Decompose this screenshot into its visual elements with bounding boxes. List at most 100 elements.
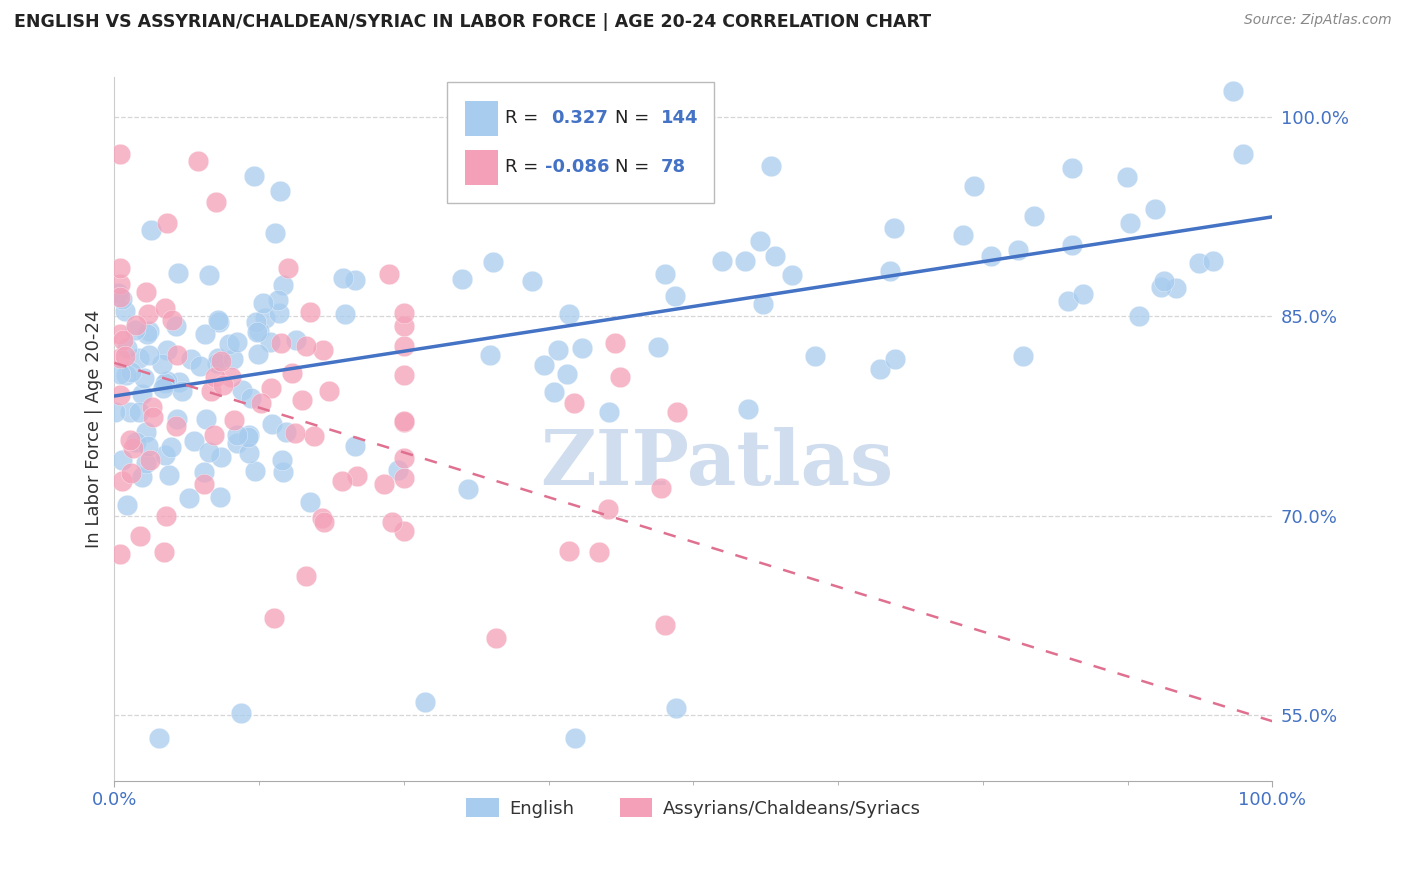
Point	[153, 301, 176, 315]
Point	[138, 324, 160, 338]
Point	[1071, 287, 1094, 301]
Point	[165, 319, 187, 334]
Point	[392, 319, 415, 334]
Point	[150, 357, 173, 371]
Point	[609, 370, 631, 384]
Point	[522, 274, 544, 288]
Point	[170, 384, 193, 399]
Point	[883, 351, 905, 366]
Point	[200, 384, 222, 398]
Point	[654, 267, 676, 281]
Point	[122, 441, 145, 455]
Point	[141, 223, 163, 237]
Point	[1149, 280, 1171, 294]
Point	[302, 429, 325, 443]
Point	[222, 352, 245, 367]
Point	[156, 343, 179, 357]
Point	[392, 368, 415, 383]
Legend: English, Assyrians/Chaldeans/Syriacs: English, Assyrians/Chaldeans/Syriacs	[458, 791, 928, 825]
Point	[284, 426, 307, 441]
Point	[156, 216, 179, 230]
Point	[879, 264, 901, 278]
Point	[153, 448, 176, 462]
Point	[598, 404, 620, 418]
Text: 144: 144	[661, 109, 699, 127]
Point	[148, 731, 170, 745]
Point	[1153, 274, 1175, 288]
Point	[120, 433, 142, 447]
Point	[1222, 84, 1244, 98]
Point	[262, 417, 284, 431]
Point	[564, 731, 586, 745]
Point	[263, 610, 285, 624]
FancyBboxPatch shape	[447, 82, 714, 202]
Point	[194, 327, 217, 342]
Point	[1166, 281, 1188, 295]
Point	[138, 439, 160, 453]
Point	[962, 179, 984, 194]
Point	[179, 491, 201, 505]
Point	[190, 359, 212, 373]
Point	[117, 498, 139, 512]
Point	[111, 474, 134, 488]
Point	[387, 463, 409, 477]
Point	[1202, 253, 1225, 268]
Point	[295, 569, 318, 583]
Point	[114, 304, 136, 318]
Point	[285, 333, 308, 347]
Text: -0.086: -0.086	[546, 158, 610, 176]
Point	[247, 324, 270, 338]
Point	[131, 387, 153, 401]
Point	[869, 361, 891, 376]
Point	[107, 286, 129, 301]
Point	[142, 410, 165, 425]
Point	[558, 544, 581, 558]
Text: 78: 78	[661, 158, 686, 176]
Point	[274, 425, 297, 439]
Point	[114, 349, 136, 363]
Text: R =: R =	[505, 158, 538, 176]
Point	[318, 384, 340, 398]
Point	[224, 413, 246, 427]
Point	[242, 169, 264, 183]
Point	[333, 307, 356, 321]
Point	[343, 273, 366, 287]
Point	[124, 435, 146, 450]
Point	[165, 419, 187, 434]
Point	[108, 351, 131, 365]
Point	[202, 428, 225, 442]
Point	[118, 404, 141, 418]
Point	[311, 511, 333, 525]
FancyBboxPatch shape	[465, 101, 498, 136]
Point	[183, 434, 205, 448]
Point	[533, 358, 555, 372]
Point	[252, 296, 274, 310]
Point	[269, 184, 291, 198]
Point	[392, 414, 415, 428]
Point	[665, 701, 688, 715]
Point	[737, 401, 759, 416]
Point	[596, 501, 619, 516]
Point	[759, 159, 782, 173]
Point	[238, 446, 260, 460]
Point	[450, 272, 472, 286]
Point	[457, 482, 479, 496]
Point	[311, 343, 333, 358]
Point	[392, 306, 415, 320]
Point	[180, 351, 202, 366]
Point	[138, 349, 160, 363]
Point	[139, 452, 162, 467]
Point	[259, 334, 281, 349]
Point	[479, 348, 502, 362]
Point	[654, 618, 676, 632]
Point	[392, 524, 415, 539]
Point	[120, 466, 142, 480]
Point	[120, 365, 142, 379]
Point	[131, 470, 153, 484]
Point	[650, 481, 672, 495]
Point	[378, 267, 401, 281]
Point	[166, 412, 188, 426]
Point	[155, 509, 177, 524]
Point	[603, 335, 626, 350]
Text: N =: N =	[614, 158, 650, 176]
